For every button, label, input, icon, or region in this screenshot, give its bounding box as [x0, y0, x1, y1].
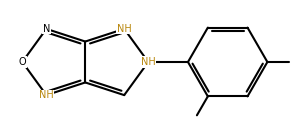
Text: NH: NH [39, 90, 54, 100]
Text: N: N [43, 24, 50, 34]
Text: O: O [19, 57, 26, 67]
Text: NH: NH [117, 24, 132, 34]
Text: NH: NH [141, 57, 156, 67]
